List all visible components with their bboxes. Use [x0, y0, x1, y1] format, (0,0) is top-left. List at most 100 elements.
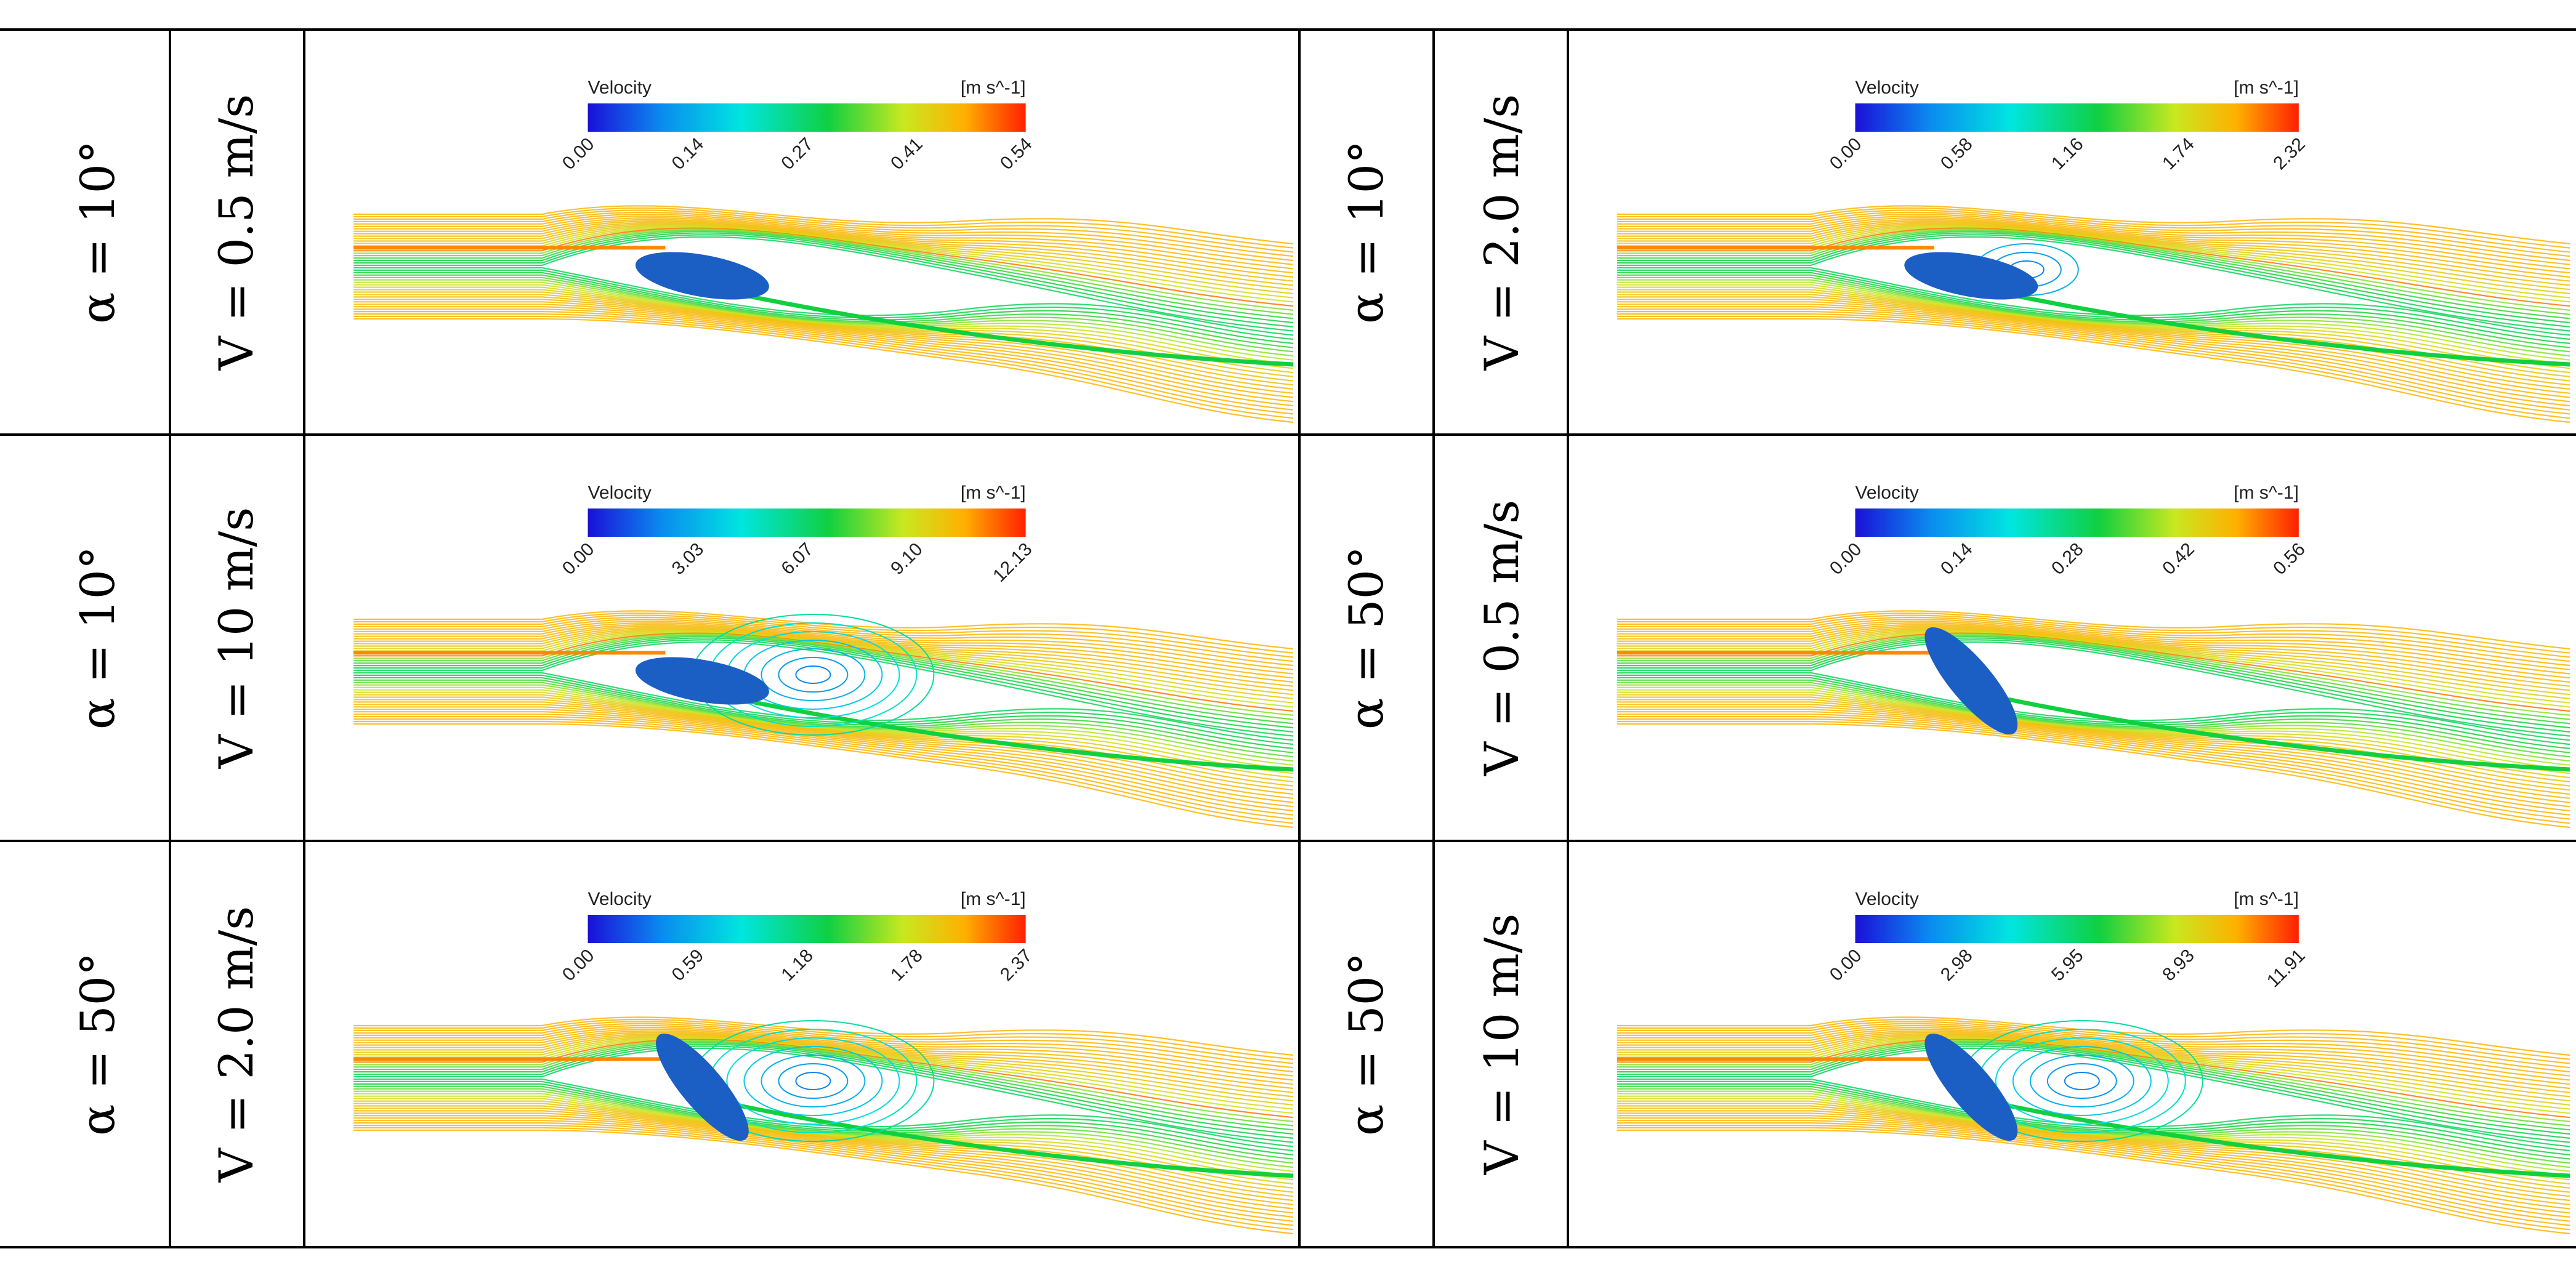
colorbar-unit: [m s^-1]: [2234, 889, 2299, 909]
streamline: [353, 716, 1294, 816]
velocity-colorbar: Velocity [m s^-1] 0.00 0.58 1.16 1.74 2.32: [1826, 78, 2309, 174]
alpha-label: α = 10°: [70, 546, 125, 729]
velocity-colorbar: Velocity [m s^-1] 0.00 0.14 0.27 0.41 0.54: [559, 78, 1036, 174]
streamline: [1617, 1088, 2570, 1164]
velocity-label: V = 2.0 m/s: [209, 906, 264, 1183]
streamline: [353, 311, 1294, 411]
streamline: [1617, 614, 2570, 658]
colorbar-tick-label: 0.00: [1826, 134, 1866, 174]
streamline: [353, 1039, 1294, 1119]
colorbar-unit: [m s^-1]: [961, 483, 1026, 503]
streamline: [1617, 641, 2570, 737]
streamline: [353, 679, 1294, 754]
streamline: [1617, 294, 2570, 382]
streamline: [353, 637, 1294, 729]
streamline: [353, 1103, 1294, 1189]
streamline: [353, 1016, 1294, 1056]
streamline: [1617, 306, 2570, 403]
vortex-ring: [726, 1037, 900, 1125]
streamline: [1617, 696, 2570, 782]
streamline: [1617, 315, 2570, 419]
streamline: [1617, 709, 2570, 803]
colorbar-tick-label: 5.95: [2048, 946, 2088, 986]
velocity-label: V = 0.5 m/s: [1474, 500, 1529, 777]
streamline: [353, 713, 1294, 812]
streamline: [1617, 1023, 2570, 1069]
colorbar-tick-label: 2.98: [1937, 946, 1977, 986]
streamline: [1617, 220, 2570, 278]
colorbar-tick-label: 1.18: [777, 946, 817, 986]
streamline: [353, 1030, 1294, 1085]
streamline: [1617, 672, 2570, 741]
colorbar-tick-label: 0.27: [777, 134, 817, 174]
streamline: [1617, 625, 2570, 683]
colorbar-tick-label: 0.14: [1937, 539, 1977, 579]
streamline: [1617, 1039, 2570, 1119]
vortex-ring: [778, 1063, 849, 1099]
streamline: [353, 1031, 1294, 1090]
velocity-label: V = 10 m/s: [209, 507, 264, 769]
colorbar-tick-label: 0.58: [1937, 134, 1977, 174]
streamline: [1617, 217, 2570, 270]
flow-panel: Velocity [m s^-1] 0.00 0.58 1.16 1.74 2.32: [1617, 78, 2570, 424]
airfoil-body: [1904, 252, 2038, 300]
streamline: [353, 1036, 1294, 1106]
streamline: [353, 1042, 1294, 1131]
velocity-colorbar: Velocity [m s^-1] 0.00 0.59 1.18 1.78 2.37: [559, 889, 1036, 985]
colorbar-title: Velocity: [588, 889, 652, 909]
streamline: [353, 610, 1294, 650]
streamline: [353, 704, 1294, 795]
streamlines: [353, 610, 1294, 829]
streamline: [1617, 211, 2570, 257]
velocity-colorbar: Velocity [m s^-1] 0.00 0.14 0.28 0.42 0.56: [1826, 483, 2309, 579]
streamline: [353, 625, 1294, 683]
streamline: [1617, 1033, 2570, 1093]
colorbar-gradient: [1855, 508, 2299, 537]
streamline: [353, 223, 1294, 286]
streamline: [1617, 228, 2570, 311]
streamline: [1617, 1122, 2570, 1222]
streamline: [1617, 1031, 2570, 1090]
streamline: [1617, 1026, 2570, 1077]
colorbar-gradient: [1855, 915, 2299, 943]
streamline: [353, 696, 1294, 782]
streamline: [1617, 227, 2570, 303]
streamline: [353, 318, 1294, 424]
streamline: [353, 267, 1294, 336]
streamline: [1617, 299, 2570, 390]
streamline: [1617, 1103, 2570, 1189]
streamline: [353, 213, 1294, 262]
streamline: [1617, 1115, 2570, 1210]
streamline: [1617, 684, 2570, 762]
streamline: [353, 236, 1294, 332]
streamline: [1617, 706, 2570, 799]
colorbar-tick-label: 0.59: [668, 946, 708, 986]
streamline: [353, 230, 1294, 320]
streamline: [1617, 279, 2570, 357]
streamline: [353, 1115, 1294, 1210]
streamline: [353, 215, 1294, 265]
airfoil-body: [1924, 1033, 2018, 1141]
streamline: [1617, 1043, 2570, 1135]
streamline: [353, 1112, 1294, 1205]
streamline: [353, 1043, 1294, 1135]
streamline: [1617, 236, 2570, 332]
streamline: [353, 629, 1294, 696]
vortex-ring: [2012, 1046, 2152, 1116]
flow-panel: Velocity [m s^-1] 0.00 0.14 0.28 0.42 0.56: [1617, 483, 2570, 829]
streamline: [353, 1028, 1294, 1081]
streamline: [1617, 213, 2570, 262]
airfoil-body: [635, 252, 769, 300]
streamline: [1617, 1045, 2570, 1139]
colorbar-unit: [m s^-1]: [961, 78, 1026, 98]
row-labels: α = 10° V = 0.5 m/s α = 10° V = 2.0 m/s …: [70, 94, 1529, 1183]
streamline: [1617, 223, 2570, 286]
streamline: [353, 306, 1294, 403]
streamline: [353, 1083, 1294, 1155]
streamline: [1617, 622, 2570, 675]
streamline: [1617, 720, 2570, 824]
streamline: [1617, 610, 2570, 650]
streamline: [1617, 713, 2570, 812]
vortex-ring: [795, 665, 831, 684]
